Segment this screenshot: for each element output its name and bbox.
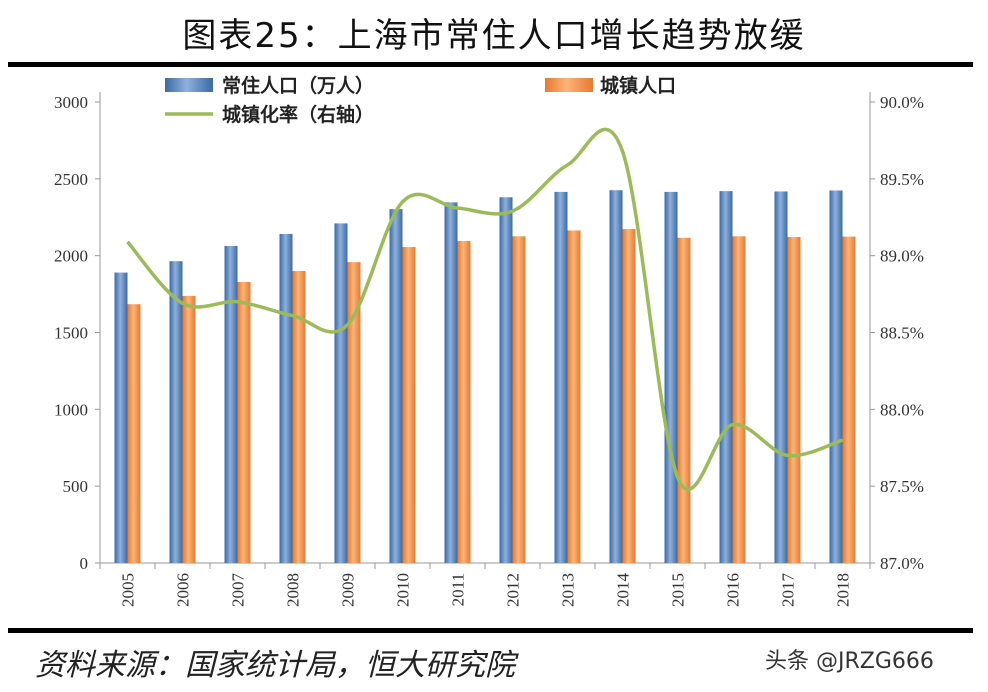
left-tick-label: 1500: [54, 324, 88, 343]
bar-urban: [127, 304, 141, 563]
bar-urban: [512, 236, 526, 563]
bar-resident: [609, 190, 623, 564]
right-tick-label: 90.0%: [880, 93, 924, 112]
bar-resident: [554, 191, 568, 563]
bar-urban: [182, 295, 196, 563]
bar-urban: [292, 271, 306, 563]
bar-resident: [279, 233, 293, 563]
bar-urban: [457, 240, 471, 563]
left-tick-label: 2500: [54, 170, 88, 189]
bar-urban: [347, 262, 361, 563]
urbanization-rate-line: [126, 127, 844, 491]
bar-resident: [334, 223, 348, 563]
bar-resident: [169, 261, 183, 563]
x-tick-label: 2009: [339, 573, 358, 607]
bar-resident: [114, 272, 128, 563]
bar-resident: [829, 190, 843, 563]
x-tick-label: 2016: [724, 573, 743, 607]
right-tick-label: 89.0%: [880, 247, 924, 266]
bar-urban: [732, 236, 746, 563]
bar-urban: [237, 281, 251, 563]
right-tick-label: 88.0%: [880, 400, 924, 419]
bar-resident: [719, 191, 733, 564]
legend-label-resident: 常住人口（万人）: [222, 74, 374, 97]
bar-resident: [499, 197, 513, 564]
left-tick-label: 1000: [54, 400, 88, 419]
x-tick-label: 2017: [779, 573, 798, 608]
legend-swatch-urban: [545, 78, 593, 92]
bar-urban: [842, 236, 856, 563]
bar-resident: [444, 202, 458, 563]
x-tick-label: 2005: [119, 573, 138, 607]
bar-resident: [774, 191, 788, 563]
right-tick-label: 87.0%: [880, 554, 924, 573]
x-tick-label: 2008: [284, 573, 303, 607]
bottom-rule: [8, 628, 973, 633]
x-tick-label: 2014: [614, 573, 633, 608]
x-tick-label: 2015: [669, 573, 688, 607]
bar-resident: [664, 191, 678, 563]
bar-urban: [402, 247, 416, 563]
left-tick-label: 0: [80, 554, 89, 573]
legend-label-rate: 城镇化率（右轴）: [222, 103, 374, 126]
x-tick-label: 2018: [834, 573, 853, 607]
chart-title: 图表25：上海市常住人口增长趋势放缓: [182, 16, 806, 56]
top-rule: [8, 62, 973, 67]
legend-swatch-resident: [165, 78, 213, 92]
x-tick-label: 2011: [449, 573, 468, 606]
bar-resident: [389, 209, 403, 564]
bar-urban: [567, 230, 581, 563]
right-tick-label: 87.5%: [880, 477, 924, 496]
legend-label-urban: 城镇人口: [600, 74, 676, 97]
bar-urban: [787, 237, 801, 563]
x-tick-label: 2006: [174, 573, 193, 607]
right-tick-label: 88.5%: [880, 324, 924, 343]
watermark: 头条 @JRZG666: [765, 649, 934, 674]
bar-resident: [224, 245, 238, 564]
x-tick-label: 2007: [229, 573, 248, 608]
right-tick-label: 89.5%: [880, 170, 924, 189]
bar-urban: [622, 229, 636, 563]
x-tick-label: 2012: [504, 573, 523, 607]
x-tick-label: 2013: [559, 573, 578, 607]
left-tick-label: 2000: [54, 247, 88, 266]
bar-urban: [677, 237, 691, 563]
x-tick-label: 2010: [394, 573, 413, 607]
left-tick-label: 500: [63, 477, 89, 496]
source-note: 资料来源：国家统计局，恒大研究院: [35, 648, 515, 683]
left-tick-label: 3000: [54, 93, 88, 112]
